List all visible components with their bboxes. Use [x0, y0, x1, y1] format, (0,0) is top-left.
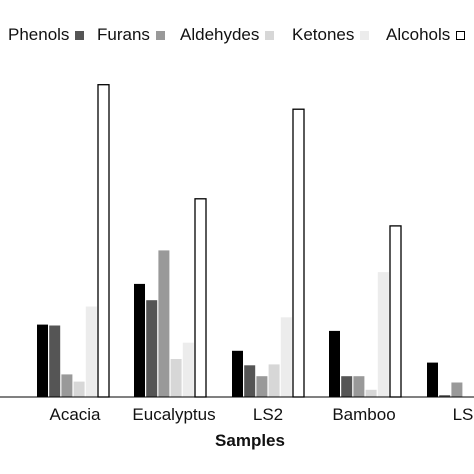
bar-ls-furans: [439, 395, 451, 397]
x-tick-ls: LS: [452, 405, 474, 424]
x-tick-eucalyptus: Eucalyptus: [132, 405, 216, 424]
bars-group: [37, 84, 463, 398]
legend-item-ketones: Ketones: [292, 24, 370, 46]
bar-ls2-ketones: [268, 364, 280, 397]
x-axis-label: Samples: [215, 431, 285, 450]
legend-item-furans: Furans: [97, 24, 165, 46]
legend-item-aldehydes: Aldehydes: [180, 24, 275, 46]
bar-ls2-alcohols: [280, 317, 292, 397]
legend-label-furans: Furans: [97, 25, 150, 44]
bar-acacia-furans: [49, 325, 61, 397]
bar-bamboo-furans: [341, 376, 353, 397]
legend-label-phenols: Phenols: [8, 25, 70, 44]
x-tick-ls2: LS2: [252, 405, 284, 424]
legend-label-ketones: Ketones: [292, 25, 355, 44]
legend-swatch-alcohols: [360, 30, 370, 40]
bar-ls2-furans: [244, 365, 256, 397]
legend-swatch-series-6: [456, 30, 466, 40]
bar-eucalyptus-aldehydes: [158, 250, 170, 397]
bar-ls2-phenols: [232, 350, 243, 397]
bar-bamboo-alcohols: [377, 272, 389, 397]
bar-eucalyptus-series-6: [194, 198, 207, 398]
bar-eucalyptus-ketones: [170, 359, 182, 397]
bar-ls2-series-6: [292, 108, 305, 398]
bar-acacia-ketones: [73, 381, 85, 397]
legend-item-alcohols: Alcohols: [386, 24, 466, 46]
bar-acacia-series-6: [97, 84, 110, 398]
x-tick-acacia: Acacia: [49, 405, 101, 424]
bar-acacia-phenols: [37, 324, 48, 397]
bar-ls-phenols: [427, 362, 438, 397]
bar-eucalyptus-phenols: [134, 283, 145, 397]
legend-label-alcohols: Alcohols: [386, 25, 451, 44]
bar-bamboo-phenols: [329, 330, 340, 397]
legend-swatch-aldehydes: [155, 30, 165, 40]
bar-bamboo-aldehydes: [353, 376, 365, 397]
legend-item-phenols: Phenols: [8, 24, 85, 46]
bar-bamboo-ketones: [365, 389, 377, 397]
legend: Phenols Furans Aldehydes Ketones Alcohol…: [0, 24, 474, 46]
bar-eucalyptus-furans: [146, 300, 158, 397]
bar-eucalyptus-alcohols: [182, 342, 194, 397]
bar-acacia-alcohols: [85, 306, 97, 397]
bar-acacia-aldehydes: [61, 374, 73, 397]
bar-bamboo-series-6: [389, 225, 402, 398]
x-tick-bamboo: Bamboo: [332, 405, 396, 424]
bar-ls2-aldehydes: [256, 376, 268, 397]
bar-ls-aldehydes: [451, 382, 463, 397]
legend-swatch-furans: [75, 30, 85, 40]
legend-label-aldehydes: Aldehydes: [180, 25, 260, 44]
legend-swatch-ketones: [265, 30, 275, 40]
